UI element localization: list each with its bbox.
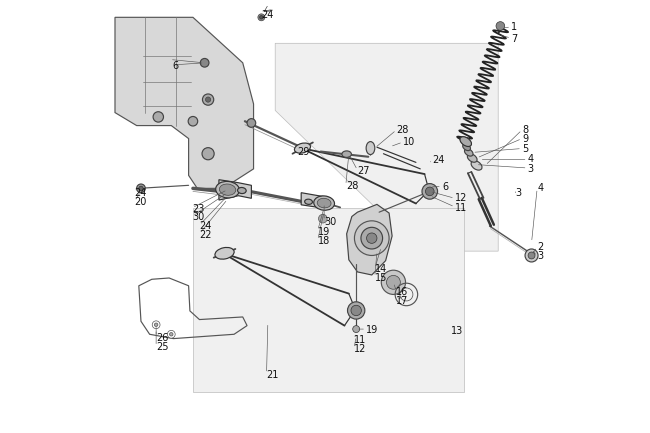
Circle shape: [153, 112, 164, 122]
Text: 18: 18: [318, 236, 330, 246]
Circle shape: [139, 186, 143, 191]
Ellipse shape: [465, 149, 473, 156]
Circle shape: [525, 249, 538, 262]
Circle shape: [528, 252, 535, 259]
Text: 12: 12: [354, 344, 367, 355]
Text: 3: 3: [528, 164, 534, 174]
Circle shape: [354, 221, 389, 255]
Text: 28: 28: [396, 125, 409, 135]
Circle shape: [168, 330, 176, 338]
Circle shape: [387, 275, 400, 289]
Text: 3: 3: [537, 251, 543, 262]
Circle shape: [353, 326, 359, 333]
Ellipse shape: [305, 199, 313, 204]
Text: 17: 17: [396, 296, 409, 306]
Circle shape: [247, 119, 255, 127]
Circle shape: [318, 214, 327, 223]
Circle shape: [351, 305, 361, 316]
Circle shape: [155, 323, 158, 326]
Ellipse shape: [342, 151, 352, 157]
Circle shape: [422, 184, 437, 199]
Text: 27: 27: [358, 166, 370, 176]
Text: 14: 14: [375, 264, 387, 275]
Text: 29: 29: [297, 147, 309, 158]
Ellipse shape: [294, 143, 311, 153]
Circle shape: [361, 227, 383, 249]
Text: 28: 28: [346, 181, 358, 191]
Text: 30: 30: [324, 216, 337, 227]
Text: 3: 3: [515, 187, 522, 198]
Ellipse shape: [366, 142, 375, 155]
Text: 25: 25: [156, 342, 168, 352]
Text: 8: 8: [522, 125, 528, 135]
Ellipse shape: [219, 184, 236, 195]
Ellipse shape: [463, 144, 471, 151]
Circle shape: [496, 22, 504, 30]
Circle shape: [202, 148, 214, 160]
Ellipse shape: [314, 196, 335, 210]
Polygon shape: [346, 204, 392, 275]
Ellipse shape: [471, 161, 482, 170]
Text: 4: 4: [537, 183, 543, 194]
Text: 6: 6: [442, 182, 448, 192]
Text: 9: 9: [522, 134, 528, 145]
Circle shape: [259, 16, 263, 19]
Text: 7: 7: [511, 34, 517, 44]
Text: 23: 23: [192, 204, 205, 214]
Polygon shape: [301, 193, 330, 209]
Polygon shape: [219, 180, 252, 200]
Text: 4: 4: [528, 154, 534, 165]
Ellipse shape: [215, 247, 234, 259]
Circle shape: [382, 270, 406, 294]
Circle shape: [200, 58, 209, 67]
Text: 11: 11: [354, 335, 366, 345]
Text: 24: 24: [261, 10, 273, 20]
Ellipse shape: [467, 154, 477, 162]
Text: 12: 12: [455, 193, 467, 204]
Text: 19: 19: [318, 226, 330, 237]
Circle shape: [152, 321, 160, 329]
Text: 24: 24: [432, 155, 445, 165]
Ellipse shape: [216, 181, 239, 198]
Circle shape: [170, 333, 173, 336]
Text: 10: 10: [403, 137, 415, 147]
Text: 5: 5: [522, 144, 528, 155]
Polygon shape: [193, 208, 463, 392]
Circle shape: [202, 94, 214, 105]
Circle shape: [426, 187, 434, 196]
Circle shape: [258, 14, 265, 21]
Ellipse shape: [460, 137, 471, 146]
Circle shape: [136, 184, 146, 193]
Text: 21: 21: [266, 369, 279, 380]
Text: 16: 16: [396, 287, 409, 297]
Circle shape: [205, 97, 211, 102]
Text: 26: 26: [156, 333, 168, 343]
Text: 1: 1: [511, 22, 517, 32]
Text: 11: 11: [455, 203, 467, 213]
Text: 15: 15: [375, 273, 387, 283]
Ellipse shape: [317, 198, 331, 208]
Text: 13: 13: [450, 326, 463, 336]
Ellipse shape: [461, 139, 468, 145]
Text: 24: 24: [200, 221, 212, 231]
Text: 6: 6: [173, 61, 179, 71]
Text: 24: 24: [135, 187, 147, 198]
Circle shape: [367, 233, 377, 243]
Ellipse shape: [237, 187, 246, 194]
Text: 20: 20: [135, 197, 147, 207]
Text: 19: 19: [366, 325, 378, 335]
Circle shape: [188, 116, 198, 126]
Text: 22: 22: [200, 229, 212, 240]
Text: 2: 2: [537, 242, 543, 252]
Polygon shape: [275, 43, 498, 251]
Circle shape: [348, 302, 365, 319]
Text: 30: 30: [192, 212, 204, 223]
Polygon shape: [115, 17, 254, 188]
